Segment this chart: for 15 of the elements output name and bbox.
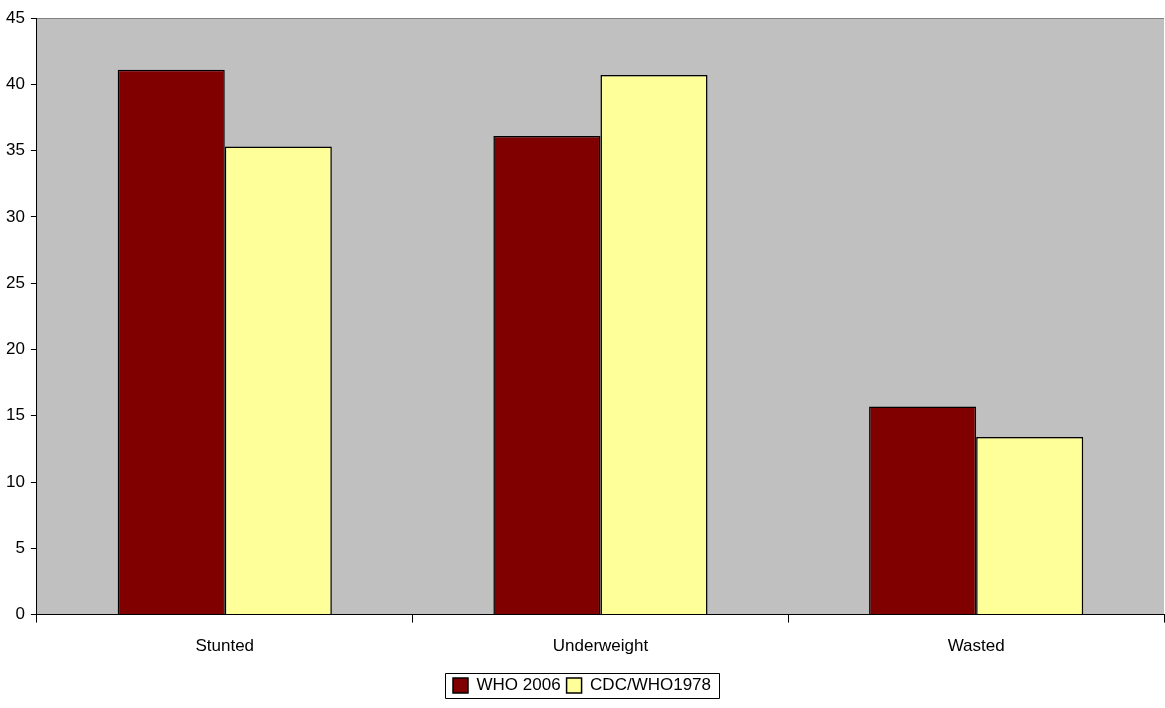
x-tick-label: Wasted (947, 636, 1005, 656)
legend-label: WHO 2006 (476, 675, 561, 695)
x-tick-label: Stunted (195, 636, 255, 656)
y-tick-label: 25 (5, 272, 25, 292)
y-tick-label: 0 (15, 604, 25, 624)
y-tick-label: 45 (5, 7, 25, 27)
y-tick-label: 15 (5, 405, 25, 425)
y-tick-label: 5 (15, 538, 25, 557)
y-tick-label: 35 (5, 140, 25, 160)
legend-label: CDC/WHO1978 (590, 675, 712, 695)
x-tick-label: Underweight (552, 636, 649, 656)
y-tick-label: 10 (5, 471, 25, 491)
y-tick-label: 20 (5, 339, 25, 359)
y-tick-label: 30 (5, 206, 25, 226)
y-tick-label: 40 (5, 73, 25, 93)
